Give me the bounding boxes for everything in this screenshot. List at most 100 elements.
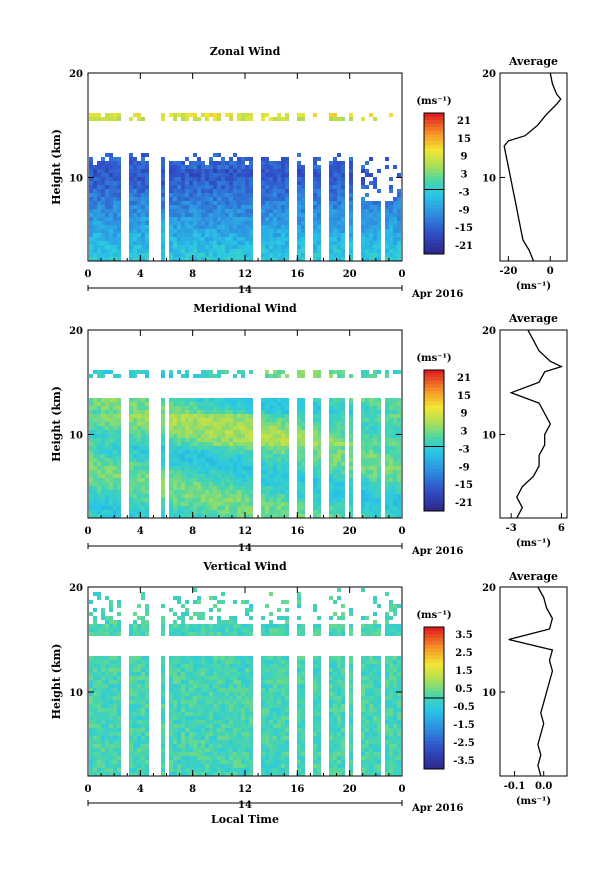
heatmap-cells <box>89 370 401 518</box>
colorbar <box>424 113 444 255</box>
colorbar <box>424 370 444 512</box>
x-tick-label: 20 <box>343 784 357 795</box>
colorbar-label: 21 <box>457 116 471 127</box>
colorbar-label: -9 <box>458 205 469 216</box>
y-tick-label: 20 <box>69 583 83 594</box>
average-x-tick-label: -0.1 <box>504 781 526 792</box>
average-unit: (ms⁻¹) <box>516 281 551 292</box>
colorbar-frame <box>423 369 445 512</box>
x-tick-label: 0 <box>85 526 92 537</box>
average-frame <box>499 586 568 777</box>
month-label: Apr 2016 <box>411 803 463 814</box>
colorbar-label: -15 <box>455 480 473 491</box>
colorbar-label: -3.5 <box>453 756 475 767</box>
average-y-tick-label: 10 <box>482 688 496 699</box>
x-tick-label: 16 <box>290 269 304 280</box>
average-profile-line <box>509 329 564 519</box>
colorbar-label: 3 <box>461 170 468 181</box>
colorbar-label: 0.5 <box>455 684 472 695</box>
average-x-tick-label: 0 <box>547 266 554 277</box>
colorbar-label: 9 <box>461 152 468 163</box>
x-tick-label: 0 <box>399 269 406 280</box>
date-label: 14 <box>238 285 252 296</box>
average-y-tick-label: 20 <box>482 326 496 337</box>
month-label: Apr 2016 <box>411 289 463 300</box>
x-tick-label: 20 <box>343 526 357 537</box>
average-unit: (ms⁻¹) <box>516 538 551 549</box>
colorbar-frame <box>423 112 445 255</box>
average-x-tick-label: -20 <box>499 266 517 277</box>
x-tick-label: 20 <box>343 269 357 280</box>
y-tick-label: 10 <box>69 173 83 184</box>
panel-title: Vertical Wind <box>202 560 287 573</box>
colorbar-label: 15 <box>457 134 471 145</box>
colorbar-unit: (ms⁻¹) <box>416 353 451 364</box>
colorbar-label: -21 <box>455 241 473 252</box>
colorbar-unit: (ms⁻¹) <box>416 96 451 107</box>
x-tick-label: 0 <box>399 784 406 795</box>
x-tick-label: 4 <box>137 784 144 795</box>
average-frame <box>499 329 568 519</box>
average-x-tick-label: -3 <box>506 523 517 534</box>
colorbar-label: 2.5 <box>455 648 472 659</box>
panel-1: Zonal Wind 10 20 Height (km) 0 4 8 12 16 20 0 14 Apr… <box>50 45 568 300</box>
x-tick-label: 12 <box>238 269 252 280</box>
x-tick-label: 12 <box>238 526 252 537</box>
x-tick-label: 8 <box>189 269 196 280</box>
average-profile-line <box>503 72 562 262</box>
x-tick-label: 0 <box>399 526 406 537</box>
colorbar-label: -9 <box>458 462 469 473</box>
x-tick-label: 8 <box>189 784 196 795</box>
y-tick-label: 10 <box>69 430 83 441</box>
x-tick-label: 8 <box>189 526 196 537</box>
colorbar-label: -0.5 <box>453 702 475 713</box>
x-tick-label: 16 <box>290 526 304 537</box>
month-label: Apr 2016 <box>411 546 463 557</box>
colorbar-label: 15 <box>457 391 471 402</box>
average-frame <box>499 72 568 262</box>
average-y-tick-label: 10 <box>482 173 496 184</box>
x-tick-label: 0 <box>85 784 92 795</box>
colorbar-label: 3 <box>461 427 468 438</box>
y-axis-label: Height (km) <box>50 644 63 720</box>
y-tick-label: 10 <box>69 688 83 699</box>
colorbar-label: -2.5 <box>453 738 475 749</box>
average-x-tick-label: 6 <box>558 523 565 534</box>
average-title: Average <box>508 570 558 583</box>
x-axis-label: Local Time <box>211 813 279 826</box>
panel-3: Vertical Wind 10 20 Height (km) 0 4 8 12 16 20 0 14… <box>50 560 568 826</box>
x-tick-label: 4 <box>137 269 144 280</box>
colorbar-label: 1.5 <box>455 666 472 677</box>
colorbar <box>424 627 444 770</box>
average-unit: (ms⁻¹) <box>516 796 551 807</box>
date-label: 14 <box>238 543 252 554</box>
y-tick-label: 20 <box>69 69 83 80</box>
average-title: Average <box>508 55 558 68</box>
y-axis-label: Height (km) <box>50 129 63 205</box>
x-tick-label: 16 <box>290 784 304 795</box>
x-tick-label: 0 <box>85 269 92 280</box>
colorbar-label: -3 <box>458 187 469 198</box>
average-x-tick-label: 0.0 <box>535 781 552 792</box>
panel-title: Zonal Wind <box>210 45 281 58</box>
colorbar-unit: (ms⁻¹) <box>416 610 451 621</box>
colorbar-label: 21 <box>457 373 471 384</box>
average-profile-line <box>508 586 554 777</box>
colorbar-label: -1.5 <box>453 720 475 731</box>
average-title: Average <box>508 312 558 325</box>
average-y-tick-label: 20 <box>482 583 496 594</box>
y-tick-label: 20 <box>69 326 83 337</box>
colorbar-label: 9 <box>461 409 468 420</box>
colorbar-label: -3 <box>458 444 469 455</box>
heatmap-cells <box>89 113 401 261</box>
panel-2: Meridional Wind 10 20 Height (km) 0 4 8 12 16 20 0… <box>50 302 568 557</box>
y-axis-label: Height (km) <box>50 386 63 462</box>
average-y-tick-label: 10 <box>482 430 496 441</box>
colorbar-label: -21 <box>455 498 473 509</box>
colorbar-label: -15 <box>455 223 473 234</box>
x-tick-label: 12 <box>238 784 252 795</box>
heatmap-cells <box>89 588 401 776</box>
colorbar-label: 3.5 <box>455 630 472 641</box>
date-label: 14 <box>238 800 252 811</box>
